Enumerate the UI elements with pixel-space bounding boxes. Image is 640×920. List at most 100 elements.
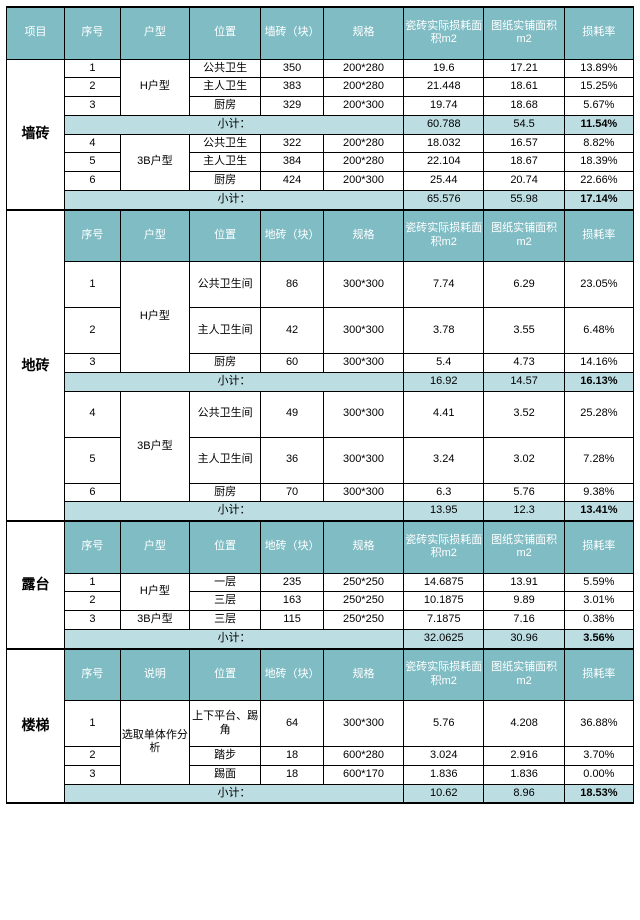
cell-qty: 70	[261, 483, 323, 502]
cell-loss: 9.38%	[564, 483, 633, 502]
subtotal-a2: 54.5	[484, 115, 564, 134]
subtotal-label: 小计：	[65, 784, 404, 803]
cell-pos: 上下平台、踢角	[189, 701, 260, 747]
cell-a1: 10.1875	[404, 592, 484, 611]
cell-a1: 6.3	[404, 483, 484, 502]
cell-pos: 厨房	[189, 483, 260, 502]
cell-hx: H户型	[120, 262, 189, 373]
tile-table: 项目序号户型位置墙砖（块）规格瓷砖实际损耗面积m2图纸实铺面积m2损耗率墙砖1H…	[6, 6, 634, 804]
subtotal-a1: 32.0625	[404, 629, 484, 648]
cell-pos: 三层	[189, 592, 260, 611]
cell-a2: 3.55	[484, 308, 564, 354]
cell-seq: 1	[65, 59, 121, 78]
subtotal-a1: 60.788	[404, 115, 484, 134]
cell-qty: 18	[261, 747, 323, 766]
cell-a1: 3.024	[404, 747, 484, 766]
col-spec: 规格	[323, 210, 403, 262]
cell-a2: 18.67	[484, 153, 564, 172]
col-pos: 位置	[189, 649, 260, 701]
cell-a2: 5.76	[484, 483, 564, 502]
subtotal-a2: 14.57	[484, 372, 564, 391]
cell-a1: 14.6875	[404, 573, 484, 592]
cell-qty: 350	[261, 59, 323, 78]
cell-spec: 200*300	[323, 97, 403, 116]
cell-a1: 5.4	[404, 354, 484, 373]
cell-qty: 424	[261, 172, 323, 191]
subtotal-a2: 12.3	[484, 502, 564, 521]
section-name: 墙砖	[7, 59, 65, 210]
cell-spec: 600*170	[323, 765, 403, 784]
cell-pos: 厨房	[189, 172, 260, 191]
cell-seq: 1	[65, 262, 121, 308]
cell-a1: 25.44	[404, 172, 484, 191]
cell-spec: 300*300	[323, 308, 403, 354]
cell-a2: 4.73	[484, 354, 564, 373]
cell-hx: H户型	[120, 59, 189, 115]
cell-spec: 200*280	[323, 78, 403, 97]
cell-pos: 公共卫生	[189, 59, 260, 78]
cell-pos: 公共卫生间	[189, 262, 260, 308]
subtotal-label: 小计：	[65, 629, 404, 648]
cell-a2: 20.74	[484, 172, 564, 191]
cell-a1: 19.74	[404, 97, 484, 116]
cell-a1: 7.74	[404, 262, 484, 308]
cell-loss: 3.70%	[564, 747, 633, 766]
cell-a2: 9.89	[484, 592, 564, 611]
col-spec: 规格	[323, 521, 403, 573]
col-loss: 损耗率	[564, 210, 633, 262]
col-area1: 瓷砖实际损耗面积m2	[404, 210, 484, 262]
cell-spec: 300*300	[323, 437, 403, 483]
cell-a1: 3.24	[404, 437, 484, 483]
cell-qty: 383	[261, 78, 323, 97]
cell-a1: 19.6	[404, 59, 484, 78]
col-seq: 序号	[65, 649, 121, 701]
cell-spec: 300*300	[323, 391, 403, 437]
section-name: 楼梯	[7, 649, 65, 804]
col-spec: 规格	[323, 649, 403, 701]
cell-qty: 42	[261, 308, 323, 354]
cell-seq: 5	[65, 437, 121, 483]
subtotal-a2: 55.98	[484, 190, 564, 209]
cell-a1: 3.78	[404, 308, 484, 354]
cell-seq: 4	[65, 134, 121, 153]
cell-seq: 2	[65, 747, 121, 766]
cell-spec: 250*250	[323, 573, 403, 592]
cell-loss: 22.66%	[564, 172, 633, 191]
subtotal-a1: 65.576	[404, 190, 484, 209]
subtotal-a1: 10.62	[404, 784, 484, 803]
subtotal-loss: 17.14%	[564, 190, 633, 209]
cell-pos: 主人卫生	[189, 153, 260, 172]
cell-loss: 5.59%	[564, 573, 633, 592]
cell-pos: 踏步	[189, 747, 260, 766]
cell-qty: 36	[261, 437, 323, 483]
cell-a2: 18.68	[484, 97, 564, 116]
col-area2: 图纸实铺面积m2	[484, 210, 564, 262]
cell-spec: 300*300	[323, 354, 403, 373]
cell-seq: 1	[65, 701, 121, 747]
cell-pos: 主人卫生间	[189, 308, 260, 354]
cell-seq: 2	[65, 592, 121, 611]
cell-spec: 300*300	[323, 701, 403, 747]
cell-pos: 厨房	[189, 354, 260, 373]
cell-pos: 踢面	[189, 765, 260, 784]
cell-loss: 5.67%	[564, 97, 633, 116]
cell-qty: 163	[261, 592, 323, 611]
cell-a2: 13.91	[484, 573, 564, 592]
subtotal-loss: 11.54%	[564, 115, 633, 134]
cell-a2: 16.57	[484, 134, 564, 153]
col-qty: 地砖（块）	[261, 649, 323, 701]
subtotal-loss: 13.41%	[564, 502, 633, 521]
cell-loss: 14.16%	[564, 354, 633, 373]
cell-spec: 300*300	[323, 262, 403, 308]
cell-seq: 5	[65, 153, 121, 172]
col-qty: 墙砖（块）	[261, 7, 323, 59]
col-area2: 图纸实铺面积m2	[484, 521, 564, 573]
col-hx: 说明	[120, 649, 189, 701]
cell-qty: 235	[261, 573, 323, 592]
cell-spec: 600*280	[323, 747, 403, 766]
subtotal-label: 小计：	[65, 190, 404, 209]
cell-a2: 3.52	[484, 391, 564, 437]
col-area1: 瓷砖实际损耗面积m2	[404, 649, 484, 701]
section-name: 露台	[7, 521, 65, 649]
cell-seq: 1	[65, 573, 121, 592]
